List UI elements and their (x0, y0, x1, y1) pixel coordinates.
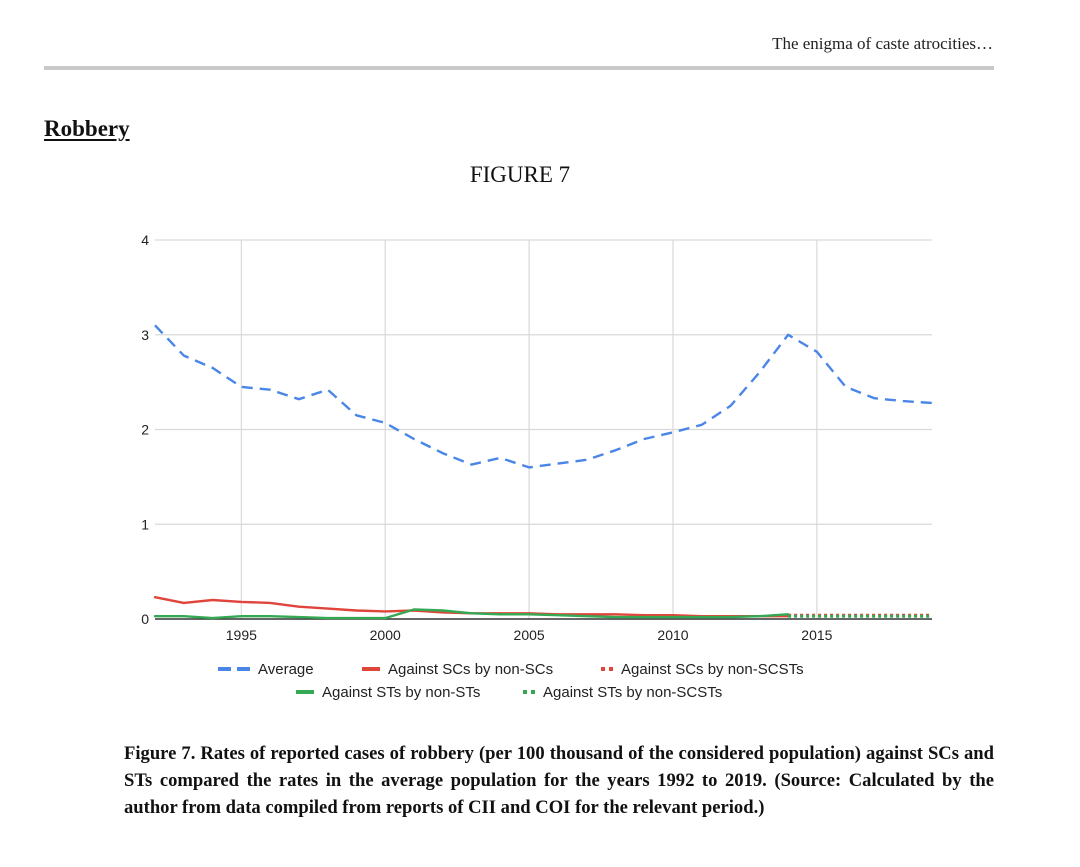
legend-label: Against SCs by non-SCSTs (621, 661, 804, 678)
legend-item: Against STs by non-SCSTs (523, 684, 722, 701)
legend-swatch (609, 667, 613, 671)
legend-item: Average (218, 661, 314, 678)
line-chart: 0 1 2 3 4 1995 2000 2005 2010 2015 Average Against… (141, 232, 933, 701)
y-tick-label: 1 (141, 516, 149, 532)
figure-label: FIGURE 7 (469, 162, 571, 187)
chart-grid (155, 239, 932, 619)
legend-label: Average (258, 661, 314, 678)
legend-label: Against STs by non-SCSTs (543, 684, 722, 701)
x-tick-label: 2010 (657, 627, 688, 643)
y-tick-label: 2 (141, 422, 149, 438)
legend-item: Against SCs by non-SCs (362, 661, 553, 678)
series-line-1 (154, 324, 933, 469)
chart-legend: Average Against SCs by non-SCs Against SCs… (218, 661, 804, 701)
legend-swatch (531, 690, 535, 694)
x-tick-label: 2000 (370, 627, 401, 643)
chart-axes: 0 1 2 3 4 1995 2000 2005 2010 2015 (141, 232, 932, 643)
figure-caption: Figure 7. Rates of reported cases of rob… (124, 743, 994, 818)
series-line-4 (153, 608, 790, 620)
legend-label: Against STs by non-STs (322, 684, 480, 701)
x-tick-label: 2015 (801, 627, 832, 643)
chart-series (153, 324, 933, 620)
legend-swatch (523, 690, 527, 694)
legend-swatch (601, 667, 605, 671)
x-tick-label: 2005 (514, 627, 545, 643)
legend-item: Against SCs by non-SCSTs (601, 661, 804, 678)
y-tick-label: 4 (141, 232, 149, 248)
y-tick-label: 0 (141, 611, 149, 627)
x-tick-label: 1995 (226, 627, 257, 643)
header-rule (44, 66, 994, 70)
legend-label: Against SCs by non-SCs (388, 661, 553, 678)
section-heading: Robbery (44, 116, 130, 141)
running-header: The enigma of caste atrocities… (772, 34, 993, 53)
legend-item: Against STs by non-STs (296, 684, 480, 701)
y-tick-label: 3 (141, 327, 149, 343)
